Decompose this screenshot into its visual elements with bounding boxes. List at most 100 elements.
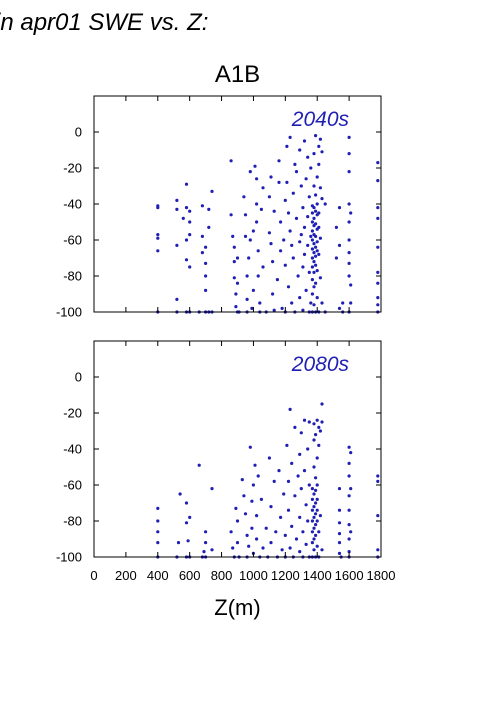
panel-2080s-point-119 — [315, 544, 319, 548]
panel-2040s-point-15 — [184, 258, 189, 262]
panel-2040s-point-157 — [314, 263, 318, 267]
panel-2080s-label: 2080s — [291, 353, 350, 376]
panel-2080s-point-140 — [347, 508, 351, 512]
panel-2080s-point-32 — [245, 533, 249, 538]
panel-2040s-point-169 — [317, 162, 321, 166]
panel-2080s-point-35 — [248, 445, 252, 449]
panel-2080s-point-113 — [315, 418, 319, 422]
panel-2080s-x-tick-label-5: 1000 — [239, 568, 268, 583]
panel-2080s-point-128 — [320, 548, 324, 552]
panel-2040s-point-184 — [334, 256, 338, 260]
panel-2040s-point-42 — [234, 292, 238, 296]
panel-2040s-point-90 — [285, 144, 289, 148]
panel-2040s-y-tick-labels: 0 -20 -40 -60 -80 -100 — [56, 125, 82, 320]
panel-2080s-point-94 — [310, 541, 314, 545]
panel-2040s-point-186 — [337, 243, 342, 247]
panel-2040s-point-160 — [315, 175, 319, 179]
panel-2040s-point-117 — [304, 288, 308, 292]
panel-2040s-point-3 — [156, 236, 160, 240]
panel-2080s-point-50 — [269, 505, 273, 509]
panel-2040s-point-82 — [277, 180, 281, 184]
panel-2040s-point-121 — [307, 195, 311, 199]
panel-2080s-x-tick-labels: 0 200 400 600 800 1000 1200 1400 1600 1800 — [90, 568, 395, 583]
panel-2040s-point-85 — [280, 306, 284, 310]
panel-2080s-point-82 — [304, 503, 308, 507]
panel-2040s-point-51 — [245, 274, 249, 278]
panel-2040s-point-191 — [347, 152, 351, 156]
panel-2040s-point-25 — [200, 251, 204, 255]
panel-2040s-point-103 — [294, 216, 299, 220]
panel-2080s-x-tick-label-0: 0 — [90, 568, 97, 583]
panel-2040s-point-75 — [269, 242, 273, 246]
panel-2040s-point-150 — [314, 134, 318, 138]
panel-2040s-point-92 — [286, 211, 291, 215]
panel-2040s-point-2 — [156, 233, 160, 237]
panel-2040s-point-61 — [255, 177, 259, 181]
panel-2040s-y-tick-label-4: -80 — [63, 269, 82, 284]
panel-2040s-point-59 — [251, 288, 255, 292]
panel-2040s-point-108 — [299, 184, 303, 188]
panel-2080s-x-tick-label-9: 1800 — [367, 568, 396, 583]
panel-2040s-point-152 — [314, 209, 318, 213]
panel-2080s-point-52 — [272, 479, 276, 483]
panel-2080s-point-17 — [204, 541, 208, 545]
panel-2080s-point-45 — [259, 497, 263, 501]
panel-2080s-point-22 — [229, 530, 233, 534]
panel-2040s-point-131 — [310, 238, 314, 242]
panel-2040s-point-207 — [376, 245, 380, 249]
panel-2040s-point-116 — [304, 177, 308, 181]
x-axis-label: Z(m) — [214, 595, 260, 620]
panel-2080s-point-12 — [188, 515, 192, 520]
panel-2040s-point-196 — [347, 251, 351, 255]
panel-2080s-point-99 — [312, 492, 316, 496]
panel-2080s-point-69 — [293, 425, 297, 429]
panel-2080s-point-108 — [314, 501, 318, 505]
panel-2040s-point-158 — [314, 281, 318, 285]
panel-2080s-point-61 — [285, 443, 289, 447]
panel-2040s-point-109 — [299, 233, 303, 237]
panel-2080s-point-75 — [298, 550, 302, 554]
panel-2080s-point-92 — [310, 519, 314, 523]
panel-2080s-point-102 — [312, 526, 316, 530]
panel-2040s-point-43 — [234, 305, 238, 309]
panel-2040s-point-170 — [317, 211, 321, 215]
panel-2080s-point-42 — [255, 537, 259, 541]
panel-2040s-point-210 — [376, 296, 380, 300]
panel-2080s-points — [156, 402, 380, 559]
panel-2040s-point-203 — [376, 161, 380, 165]
panel-2040s-point-74 — [269, 175, 273, 179]
panel-2080s-point-101 — [312, 515, 316, 520]
panel-2080s-point-43 — [256, 474, 260, 478]
panel-2040s-point-5 — [156, 204, 160, 208]
panel-2040s-point-155 — [314, 245, 318, 249]
panel-2040s-point-128 — [310, 211, 314, 215]
panel-2080s-y-tick-label-1: -20 — [63, 406, 82, 421]
panel-2080s-point-41 — [255, 514, 259, 518]
panel-2040s-point-48 — [242, 195, 246, 199]
panel-2080s-point-47 — [264, 526, 268, 530]
panel-2080s-point-39 — [251, 483, 255, 487]
panel-2080s-point-145 — [349, 451, 353, 455]
panel-2040s-point-57 — [250, 306, 254, 310]
panel-2040s-point-134 — [310, 265, 314, 269]
panel-2080s-ticks — [93, 341, 382, 558]
panel-2040s-point-7 — [175, 297, 179, 301]
panel-2080s-point-121 — [317, 443, 321, 447]
panel-2040s-point-104 — [296, 274, 300, 278]
scenario-title: A1B — [215, 61, 260, 88]
panel-2040s-point-32 — [207, 225, 211, 229]
panel-2080s-point-74 — [298, 515, 302, 520]
panel-2040s-point-185 — [337, 206, 342, 210]
panel-2040s-point-96 — [290, 243, 294, 247]
panel-2040s-point-181 — [323, 202, 327, 206]
panel-2080s-point-86 — [307, 420, 311, 424]
panel-2080s-point-110 — [314, 523, 318, 527]
panel-2080s-point-65 — [288, 546, 292, 550]
panel-2080s-y-tick-label-5: -100 — [56, 550, 82, 565]
panel-2040s-point-54 — [247, 256, 251, 260]
panel-2040s-point-4 — [156, 249, 160, 253]
panel-2080s-point-8 — [184, 501, 189, 505]
panel-2080s-point-146 — [349, 487, 353, 491]
panel-2040s-point-49 — [243, 213, 248, 217]
